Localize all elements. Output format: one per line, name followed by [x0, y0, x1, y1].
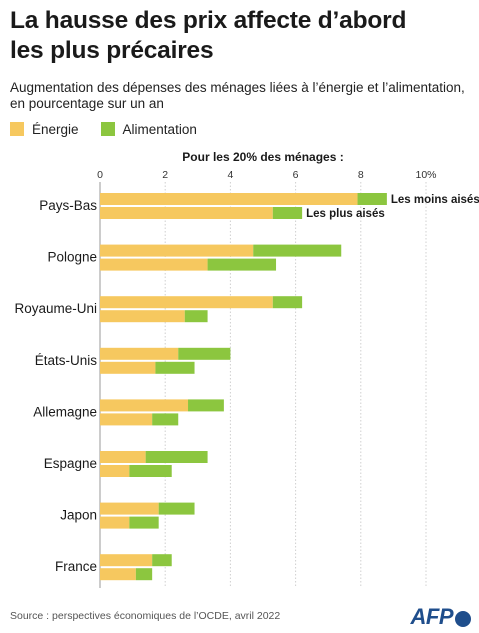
category-label: Pologne — [47, 250, 97, 265]
bar-energie — [100, 347, 179, 360]
bar-energie — [100, 361, 156, 374]
bar-energie — [100, 310, 185, 323]
bar-energie — [100, 554, 153, 567]
legend-swatch-energie — [10, 122, 24, 136]
bar-alimentation — [272, 207, 303, 219]
bar-energie — [100, 296, 273, 309]
bar-alimentation — [152, 554, 172, 567]
legend-item-energie: Énergie — [10, 122, 79, 137]
legend-item-alimentation: Alimentation — [100, 121, 197, 137]
category-label: Japon — [60, 508, 97, 523]
x-tick-label: 6 — [293, 169, 299, 181]
bar-alimentation — [207, 258, 277, 271]
legend-label-energie: Énergie — [32, 121, 79, 137]
chart-subtitle: Augmentation des dépenses des ménages li… — [10, 80, 475, 112]
bar-energie — [100, 451, 146, 463]
bar-alimentation — [135, 568, 153, 581]
afp-logo-text: AFP — [410, 604, 454, 629]
group-title: Pour les 20% des ménages : — [182, 150, 344, 164]
legend-swatch-alimentation — [100, 122, 115, 136]
category-label: France — [55, 559, 97, 574]
category-label: Royaume-Uni — [14, 301, 97, 316]
bar-alimentation — [152, 413, 179, 426]
category-label: Allemagne — [33, 404, 97, 419]
bar-alimentation — [129, 465, 172, 477]
x-tick-label: 0 — [97, 169, 103, 181]
bar-energie — [100, 413, 153, 426]
source-note: Source : perspectives économiques de l’O… — [10, 610, 281, 622]
bar-alimentation — [253, 244, 342, 257]
chart-legend: Énergie Alimentation — [10, 120, 219, 138]
bar-alimentation — [357, 193, 387, 205]
bar-annotation: Les moins aisés — [391, 194, 479, 206]
chart-title-line-2: les plus précaires — [10, 37, 214, 64]
bar-energie — [100, 258, 208, 271]
chart-title: La hausse des prix affecte d’abord les p… — [10, 6, 470, 66]
x-tick-label: 8 — [358, 169, 364, 181]
bar-alimentation — [184, 310, 208, 323]
bar-alimentation — [158, 502, 195, 515]
bar-energie — [100, 568, 136, 581]
bar-energie — [100, 502, 159, 515]
bar-energie — [100, 244, 254, 257]
category-label: Pays-Bas — [39, 198, 97, 213]
x-tick-label: 2 — [162, 169, 168, 181]
category-label: États-Unis — [35, 353, 98, 368]
chart-subtitle-line-2: en pourcentage sur un an — [10, 96, 164, 111]
bar-annotation: Les plus aisés — [306, 208, 385, 220]
x-tick-label: 4 — [227, 169, 233, 181]
bar-energie — [100, 207, 273, 219]
bar-alimentation — [178, 347, 231, 360]
bar-alimentation — [145, 451, 208, 463]
chart-title-line-1: La hausse des prix affecte d’abord — [10, 7, 407, 34]
chart-subtitle-line-1: Augmentation des dépenses des ménages li… — [10, 80, 465, 95]
bar-alimentation — [188, 399, 224, 412]
bar-chart: 0 2 4 6 8 10% Les moins aisés Les plus aisés Pay… — [14, 169, 479, 588]
bar-energie — [100, 465, 130, 477]
bar-energie — [100, 399, 189, 412]
category-label: Espagne — [44, 456, 97, 471]
bar-energie — [100, 516, 130, 529]
x-tick-label: 10% — [415, 169, 436, 181]
bar-energie — [100, 193, 358, 205]
afp-logo-dot — [455, 611, 471, 627]
bar-alimentation — [272, 296, 303, 309]
bar-alimentation — [129, 516, 159, 529]
legend-label-alimentation: Alimentation — [122, 121, 197, 137]
afp-logo: AFP — [410, 604, 471, 630]
bar-alimentation — [155, 361, 195, 374]
